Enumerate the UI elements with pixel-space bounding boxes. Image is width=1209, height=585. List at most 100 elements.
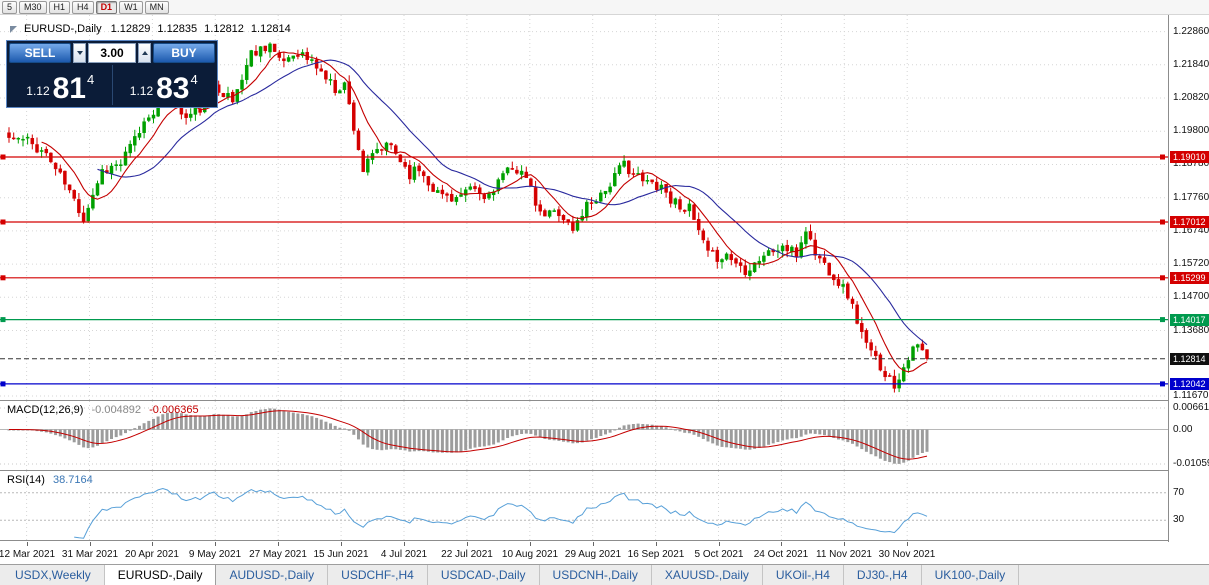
time-tick — [215, 542, 216, 546]
chart-tab-usdcnh-daily[interactable]: USDCNH-,Daily — [540, 565, 652, 585]
macd-indicator-panel: MACD(12,26,9) -0.004892 -0.006365 — [0, 401, 1168, 471]
volume-increase-button[interactable] — [138, 43, 151, 63]
hline-price-badge[interactable]: 1.14017 — [1170, 314, 1209, 326]
rsi-chart-canvas[interactable] — [0, 471, 1168, 541]
hline-price-badge[interactable]: 1.19010 — [1170, 151, 1209, 163]
hline-price-badge[interactable]: 1.17012 — [1170, 216, 1209, 228]
timeframe-button-m30[interactable]: M30 — [19, 1, 47, 14]
macd-axis-label: 0.00661 — [1173, 402, 1209, 413]
sell-button[interactable]: SELL — [9, 43, 71, 63]
ask-price-display[interactable]: 1.12 83 4 — [113, 65, 216, 105]
buy-button[interactable]: BUY — [153, 43, 215, 63]
rsi-level-label: 70 — [1173, 487, 1185, 498]
hline-price-badge[interactable]: 1.15299 — [1170, 272, 1209, 284]
rsi-name: RSI(14) — [7, 474, 45, 486]
time-label: 27 May 2021 — [249, 549, 307, 560]
time-label: 29 Aug 2021 — [564, 549, 622, 560]
bid-pipette-digit: 4 — [87, 72, 95, 87]
price-axis[interactable]: 1.22860 1.21840 1.20820 1.19800 1.18780 1.177… — [1168, 15, 1209, 542]
time-tick — [341, 542, 342, 546]
time-tick — [278, 542, 279, 546]
hline-price-badge[interactable]: 1.12042 — [1170, 378, 1209, 390]
time-tick — [467, 542, 468, 546]
ohlc-close-value: 1.12814 — [250, 23, 291, 35]
one-click-trading-panel: SELL BUY 1.12 81 4 1.12 83 4 — [6, 40, 218, 108]
price-tick-label: 1.18780 — [1173, 158, 1209, 169]
ask-big-digits: 83 — [156, 71, 190, 105]
current-price-badge: 1.12814 — [1170, 353, 1209, 365]
time-label: 31 Mar 2021 — [61, 549, 119, 560]
time-label: 30 Nov 2021 — [878, 549, 936, 560]
time-tick — [719, 542, 720, 546]
hline-1.19010[interactable] — [0, 154, 1168, 160]
price-tick-label: 1.20820 — [1173, 92, 1209, 103]
bid-ask-display: 1.12 81 4 1.12 83 4 — [9, 65, 215, 105]
time-tick — [844, 542, 845, 546]
chart-tab-usdx-weekly[interactable]: USDX,Weekly — [2, 565, 105, 585]
price-tick-label: 1.21840 — [1173, 59, 1209, 70]
price-tick-label: 1.14700 — [1173, 291, 1209, 302]
chart-tab-xauusd-daily[interactable]: XAUUSD-,Daily — [652, 565, 763, 585]
timeframe-button-h1[interactable]: H1 — [48, 1, 71, 14]
time-label: 20 Apr 2021 — [125, 549, 179, 560]
chart-tab-usdchf-h4[interactable]: USDCHF-,H4 — [328, 565, 428, 585]
macd-name: MACD(12,26,9) — [7, 404, 84, 416]
timeframe-button-h4[interactable]: H4 — [72, 1, 94, 14]
time-label: 16 Sep 2021 — [627, 549, 685, 560]
time-tick — [593, 542, 594, 546]
timeframe-button-d1[interactable]: D1 — [95, 1, 118, 14]
chart-tab-audusd-daily[interactable]: AUDUSD-,Daily — [216, 565, 329, 585]
rsi-line — [74, 487, 928, 539]
one-click-collapse-icon[interactable] — [10, 25, 17, 33]
price-tick-label: 1.17760 — [1173, 192, 1209, 203]
rsi-title: RSI(14) 38.7164 — [7, 474, 93, 486]
time-label: 24 Oct 2021 — [753, 549, 809, 560]
bid-price-display[interactable]: 1.12 81 4 — [9, 65, 113, 105]
timeframe-button-5[interactable]: 5 — [2, 1, 18, 14]
ohlc-high-value: 1.12835 — [157, 23, 198, 35]
time-axis[interactable]: 12 Mar 2021 31 Mar 2021 20 Apr 2021 9 May 2… — [0, 542, 1209, 564]
chart-ohlc-header: EURUSD-,Daily 1.12829 1.12835 1.12812 1.… — [10, 23, 291, 35]
price-tick-label: 1.16740 — [1173, 225, 1209, 236]
ohlc-open-value: 1.12829 — [110, 23, 151, 35]
price-tick-label: 1.13680 — [1173, 325, 1209, 336]
chart-tab-eurusd-daily[interactable]: EURUSD-,Daily — [104, 565, 217, 585]
macd-signal-value: -0.006365 — [149, 404, 199, 416]
time-tick — [781, 542, 782, 546]
macd-histogram — [7, 408, 929, 464]
hline-1.15299[interactable] — [0, 275, 1168, 281]
time-tick — [530, 542, 531, 546]
macd-signal-line — [9, 410, 928, 460]
time-label: 5 Oct 2021 — [694, 549, 744, 560]
macd-main-value: -0.004892 — [91, 404, 142, 416]
time-label: 4 Jul 2021 — [380, 549, 428, 560]
price-tick-label: 1.15720 — [1173, 258, 1209, 269]
volume-decrease-icon — [76, 51, 83, 55]
macd-axis-label: 0.00 — [1173, 424, 1193, 435]
chart-symbol-label: EURUSD-,Daily — [24, 23, 102, 35]
timeframe-button-mn[interactable]: MN — [144, 1, 169, 14]
chart-tab-ukoil-h4[interactable]: UKOil-,H4 — [763, 565, 844, 585]
macd-title: MACD(12,26,9) -0.004892 -0.006365 — [7, 404, 199, 416]
timeframe-toolbar: 5 M30 H1 H4 D1 W1 MN — [0, 0, 1209, 15]
volume-decrease-button[interactable] — [73, 43, 86, 63]
chart-tab-usdcad-daily[interactable]: USDCAD-,Daily — [428, 565, 540, 585]
time-tick — [152, 542, 153, 546]
trade-controls-row: SELL BUY — [9, 43, 215, 63]
hline-1.17012[interactable] — [0, 219, 1168, 225]
price-chart-panel: EURUSD-,Daily 1.12829 1.12835 1.12812 1.… — [0, 15, 1168, 401]
bid-big-digits: 81 — [52, 71, 86, 105]
time-label: 10 Aug 2021 — [501, 549, 559, 560]
hline-1.14017[interactable] — [0, 317, 1168, 323]
time-tick — [907, 542, 908, 546]
volume-input[interactable] — [88, 43, 136, 63]
time-label: 11 Nov 2021 — [816, 549, 872, 560]
chart-tab-dj30-h4[interactable]: DJ30-,H4 — [844, 565, 922, 585]
chart-tab-uk100-daily[interactable]: UK100-,Daily — [922, 565, 1020, 585]
time-label: 22 Jul 2021 — [441, 549, 493, 560]
hline-1.12042[interactable] — [0, 381, 1168, 387]
timeframe-button-w1[interactable]: W1 — [119, 1, 143, 14]
price-tick-label: 1.19800 — [1173, 125, 1209, 136]
macd-chart-canvas[interactable] — [0, 401, 1168, 471]
